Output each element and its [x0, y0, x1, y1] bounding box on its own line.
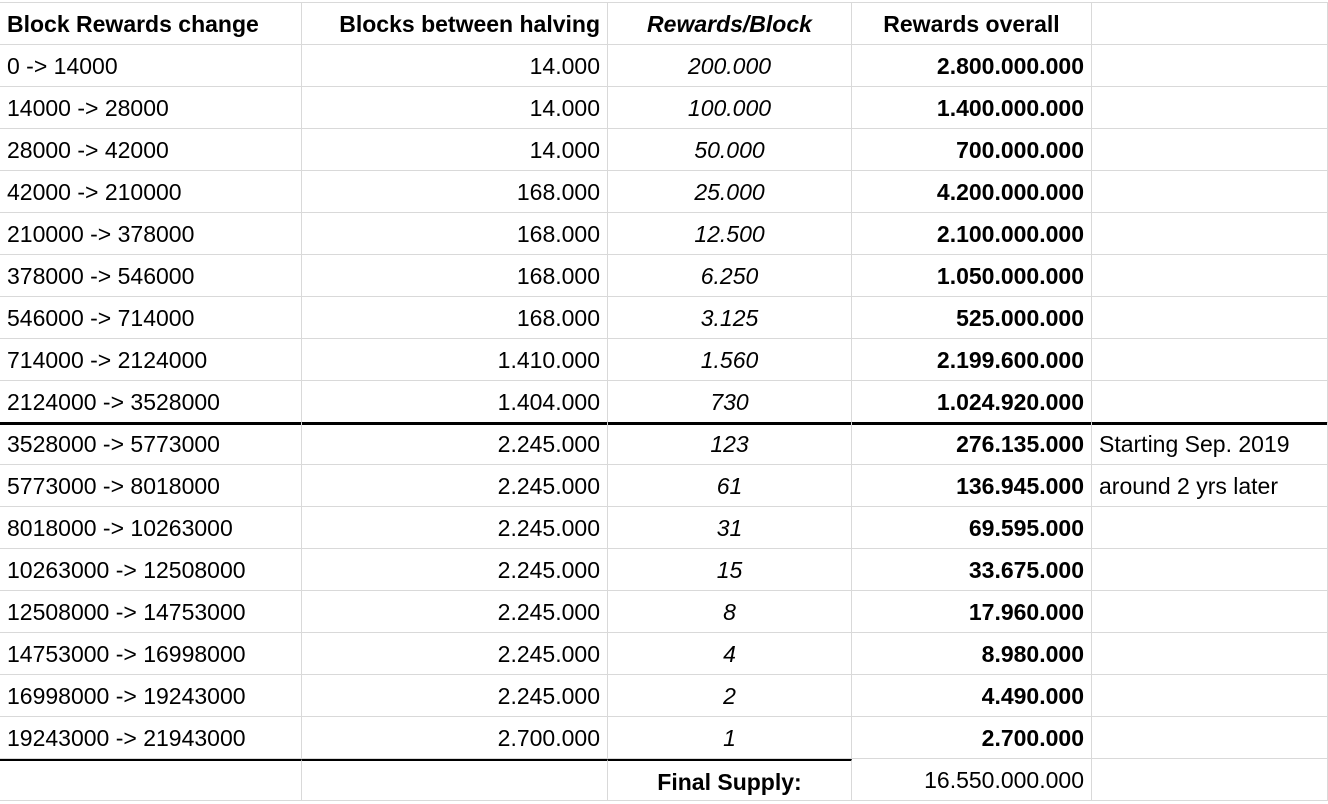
table-cell[interactable]: 3.125	[608, 297, 852, 339]
table-cell[interactable]: 0 -> 14000	[0, 45, 302, 87]
empty-cell[interactable]	[1092, 717, 1328, 759]
empty-cell[interactable]	[1092, 381, 1328, 425]
table-cell[interactable]: 42000 -> 210000	[0, 171, 302, 213]
table-cell[interactable]: 700.000.000	[852, 129, 1092, 171]
empty-cell[interactable]	[1092, 591, 1328, 633]
table-cell[interactable]: 14.000	[302, 45, 608, 87]
header-cell[interactable]: Blocks between halving	[302, 3, 608, 45]
table-cell[interactable]: 4.490.000	[852, 675, 1092, 717]
table-cell[interactable]: around 2 yrs later	[1092, 465, 1328, 507]
table-cell[interactable]: 8	[608, 591, 852, 633]
empty-cell[interactable]	[1092, 129, 1328, 171]
table-cell[interactable]: 210000 -> 378000	[0, 213, 302, 255]
table-cell[interactable]: 14.000	[302, 129, 608, 171]
empty-cell[interactable]	[1092, 213, 1328, 255]
table-cell[interactable]: 1.404.000	[302, 381, 608, 425]
table-cell[interactable]: 17.960.000	[852, 591, 1092, 633]
table-cell[interactable]: 2.245.000	[302, 507, 608, 549]
table-cell[interactable]: 15	[608, 549, 852, 591]
table-cell[interactable]: 61	[608, 465, 852, 507]
table-cell[interactable]: 16998000 -> 19243000	[0, 675, 302, 717]
table-cell[interactable]: 168.000	[302, 255, 608, 297]
table-cell[interactable]: 2.700.000	[302, 717, 608, 759]
table-cell[interactable]: 168.000	[302, 297, 608, 339]
table-cell[interactable]: 2.100.000.000	[852, 213, 1092, 255]
table-cell[interactable]: 1.024.920.000	[852, 381, 1092, 425]
table-cell[interactable]: 378000 -> 546000	[0, 255, 302, 297]
table-cell[interactable]: 1.050.000.000	[852, 255, 1092, 297]
table-cell[interactable]: 4	[608, 633, 852, 675]
table-cell[interactable]: 2124000 -> 3528000	[0, 381, 302, 425]
empty-cell[interactable]	[1092, 45, 1328, 87]
table-cell[interactable]: 1.410.000	[302, 339, 608, 381]
table-cell[interactable]: 714000 -> 2124000	[0, 339, 302, 381]
empty-cell[interactable]	[1092, 87, 1328, 129]
empty-cell[interactable]	[1092, 297, 1328, 339]
table-cell[interactable]: 28000 -> 42000	[0, 129, 302, 171]
table-cell[interactable]: 100.000	[608, 87, 852, 129]
empty-cell[interactable]	[1092, 549, 1328, 591]
table-cell[interactable]: 19243000 -> 21943000	[0, 717, 302, 759]
header-cell[interactable]: Rewards overall	[852, 3, 1092, 45]
table-cell[interactable]: 200.000	[608, 45, 852, 87]
table-cell[interactable]: 2.199.600.000	[852, 339, 1092, 381]
table-cell[interactable]: 14.000	[302, 87, 608, 129]
empty-cell[interactable]	[302, 759, 608, 801]
grid-line	[0, 2, 1328, 3]
table-cell[interactable]: 136.945.000	[852, 465, 1092, 507]
table-cell[interactable]: 33.675.000	[852, 549, 1092, 591]
header-cell[interactable]: Block Rewards change	[0, 3, 302, 45]
table-cell[interactable]: 168.000	[302, 171, 608, 213]
table-cell[interactable]: 8018000 -> 10263000	[0, 507, 302, 549]
table-cell[interactable]: 2.245.000	[302, 465, 608, 507]
footer-label[interactable]: Final Supply:	[608, 759, 852, 801]
table-cell[interactable]: 69.595.000	[852, 507, 1092, 549]
empty-cell[interactable]	[1092, 675, 1328, 717]
table-cell[interactable]: 2.245.000	[302, 675, 608, 717]
table-cell[interactable]: 6.250	[608, 255, 852, 297]
table-cell[interactable]: 50.000	[608, 129, 852, 171]
table-cell[interactable]: 730	[608, 381, 852, 425]
empty-cell[interactable]	[1092, 171, 1328, 213]
table-cell[interactable]: 3528000 -> 5773000	[0, 423, 302, 465]
table-cell[interactable]: Starting Sep. 2019	[1092, 423, 1328, 465]
empty-cell[interactable]	[1092, 3, 1328, 45]
table-cell[interactable]: 31	[608, 507, 852, 549]
table-cell[interactable]: 4.200.000.000	[852, 171, 1092, 213]
table-cell[interactable]: 2.245.000	[302, 549, 608, 591]
table-cell[interactable]: 5773000 -> 8018000	[0, 465, 302, 507]
table-cell[interactable]: 123	[608, 423, 852, 465]
table-cell[interactable]: 2.245.000	[302, 633, 608, 675]
table-cell[interactable]: 546000 -> 714000	[0, 297, 302, 339]
table-cell[interactable]: 1	[608, 717, 852, 759]
table-cell[interactable]: 14000 -> 28000	[0, 87, 302, 129]
empty-cell[interactable]	[1092, 633, 1328, 675]
empty-cell[interactable]	[1092, 339, 1328, 381]
table-cell[interactable]: 1.560	[608, 339, 852, 381]
table-cell[interactable]: 2.245.000	[302, 591, 608, 633]
table-cell[interactable]: 2.800.000.000	[852, 45, 1092, 87]
table-cell[interactable]: 14753000 -> 16998000	[0, 633, 302, 675]
footer-value[interactable]: 16.550.000.000	[852, 759, 1092, 801]
empty-cell[interactable]	[1092, 759, 1328, 801]
empty-cell[interactable]	[1092, 255, 1328, 297]
empty-cell[interactable]	[1092, 507, 1328, 549]
header-cell[interactable]: Rewards/Block	[608, 3, 852, 45]
table-cell[interactable]: 276.135.000	[852, 423, 1092, 465]
table-cell[interactable]: 12508000 -> 14753000	[0, 591, 302, 633]
table-cell[interactable]: 10263000 -> 12508000	[0, 549, 302, 591]
table-cell[interactable]: 25.000	[608, 171, 852, 213]
table-cell[interactable]: 2.700.000	[852, 717, 1092, 759]
table-cell[interactable]: 525.000.000	[852, 297, 1092, 339]
table-cell[interactable]: 2.245.000	[302, 423, 608, 465]
table-cell[interactable]: 8.980.000	[852, 633, 1092, 675]
empty-cell[interactable]	[0, 759, 302, 801]
table-cell[interactable]: 12.500	[608, 213, 852, 255]
table-cell[interactable]: 168.000	[302, 213, 608, 255]
table-cell[interactable]: 1.400.000.000	[852, 87, 1092, 129]
table-cell[interactable]: 2	[608, 675, 852, 717]
